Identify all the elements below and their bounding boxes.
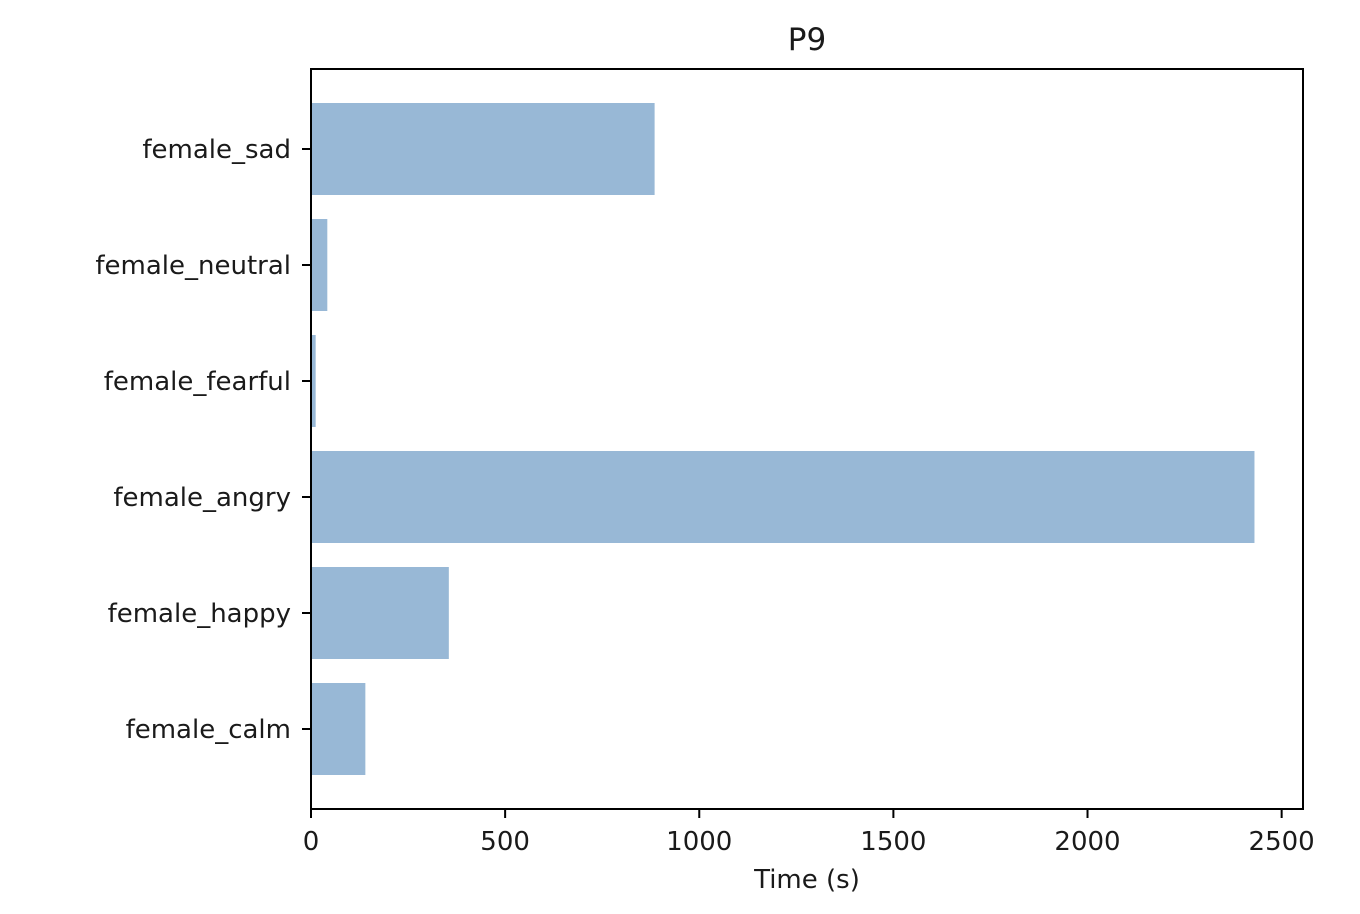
x-tick-label: 1000: [666, 827, 732, 857]
y-tick-label: female_angry: [113, 483, 291, 513]
bar-female-neutral: [311, 219, 328, 311]
x-axis: 0 500 1000 1500 2000 2500: [303, 809, 1315, 857]
x-axis-label: Time (s): [753, 865, 860, 895]
x-tick-label: 2000: [1054, 827, 1120, 857]
bars-layer: [311, 103, 1255, 775]
x-tick-label: 500: [480, 827, 530, 857]
y-tick-label: female_sad: [142, 135, 291, 165]
bar-female-calm: [311, 683, 366, 775]
y-axis: female_calm female_happy female_angry femal…: [95, 135, 311, 745]
y-tick-label: female_fearful: [104, 367, 291, 397]
bar-female-happy: [311, 567, 449, 659]
bar-female-fearful: [311, 335, 316, 427]
chart-title: P9: [788, 22, 826, 58]
bar-female-angry: [311, 451, 1255, 543]
y-tick-label: female_neutral: [95, 251, 291, 281]
x-tick-label: 0: [303, 827, 320, 857]
y-tick-label: female_happy: [108, 599, 291, 629]
y-tick-label: female_calm: [126, 715, 291, 745]
x-tick-label: 2500: [1249, 827, 1315, 857]
x-tick-label: 1500: [860, 827, 926, 857]
bar-female-sad: [311, 103, 655, 195]
plot-area-frame: [310, 68, 1304, 810]
